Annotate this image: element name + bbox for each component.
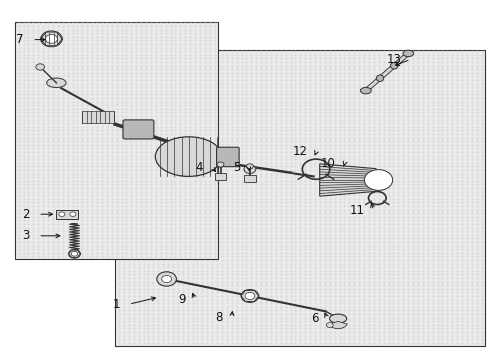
Ellipse shape [155,137,222,176]
Bar [215,173,226,180]
Text: 1: 1 [113,298,120,311]
Circle shape [41,31,62,47]
FancyBboxPatch shape [217,147,239,167]
Circle shape [71,251,78,256]
Ellipse shape [403,50,414,57]
Circle shape [69,249,80,258]
Circle shape [365,170,392,190]
Bar [56,210,78,219]
Bar [244,175,256,182]
Wedge shape [329,321,347,329]
Text: 8: 8 [216,311,223,324]
Circle shape [162,275,172,283]
Circle shape [36,64,45,70]
Polygon shape [319,164,376,196]
Text: 9: 9 [179,293,186,306]
Ellipse shape [47,78,66,87]
Text: 12: 12 [293,145,308,158]
Circle shape [244,165,256,174]
Ellipse shape [330,314,347,323]
Bar [15,22,218,259]
Circle shape [326,323,333,328]
Circle shape [157,272,176,286]
Ellipse shape [391,63,398,69]
Circle shape [246,164,253,169]
Text: 10: 10 [321,157,336,170]
Circle shape [70,212,76,216]
Text: 13: 13 [387,53,402,66]
Circle shape [241,289,259,302]
Circle shape [245,292,255,300]
Text: 11: 11 [350,204,365,217]
Circle shape [46,35,57,43]
Text: 4: 4 [196,161,203,174]
Text: 3: 3 [22,229,29,242]
Bar [82,111,114,123]
Ellipse shape [361,87,371,94]
FancyBboxPatch shape [123,120,154,139]
Ellipse shape [376,75,384,81]
Text: 5: 5 [233,161,240,174]
Text: 2: 2 [22,208,29,221]
Text: 7: 7 [16,33,24,46]
Text: 6: 6 [311,312,318,325]
Bar [115,50,485,346]
Circle shape [59,212,65,216]
Circle shape [217,162,224,167]
